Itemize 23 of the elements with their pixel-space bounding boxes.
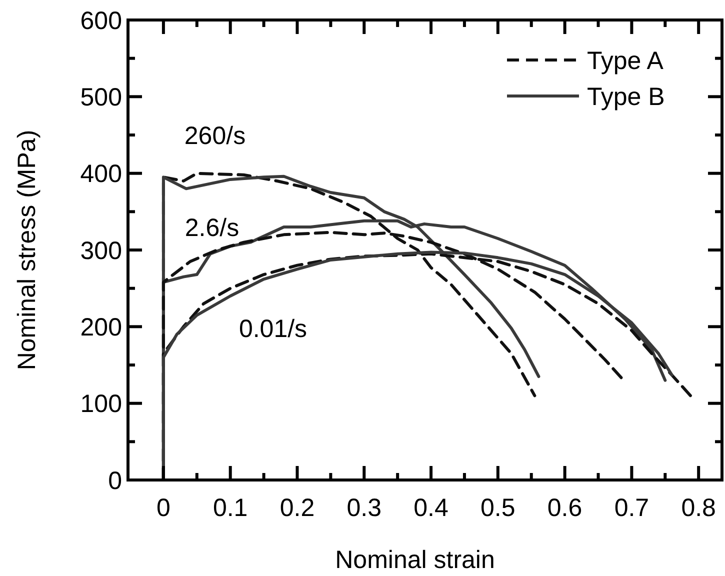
x-tick-label: 0.2 (280, 494, 315, 522)
annotation: 260/s (184, 122, 246, 150)
x-tick-label: 0.6 (547, 494, 582, 522)
y-tick-label: 300 (80, 236, 122, 265)
x-tick-label: 0.8 (681, 494, 716, 522)
y-tick-label: 500 (80, 83, 122, 112)
y-tick-label: 600 (80, 6, 122, 35)
x-axis-title: Nominal strain (335, 546, 495, 574)
annotation: 2.6/s (184, 214, 240, 242)
legend-label: Type B (587, 82, 665, 111)
y-tick-label: 0 (108, 466, 122, 495)
x-tick-label: 0.1 (212, 494, 248, 522)
x-tick-label: 0 (156, 494, 170, 522)
legend-label: Type A (587, 46, 664, 75)
x-tick-label: 0.5 (480, 494, 516, 522)
y-axis-title: Nominal stress (MPa) (13, 130, 41, 370)
y-tick-label: 100 (80, 390, 122, 418)
y-tick-label: 200 (80, 313, 122, 342)
y-tick-label: 400 (80, 160, 122, 188)
x-tick-label: 0.3 (346, 494, 382, 522)
annotation: 0.01/s (238, 314, 308, 343)
x-tick-label: 0.7 (614, 494, 650, 522)
x-tick-label: 0.4 (414, 494, 448, 522)
